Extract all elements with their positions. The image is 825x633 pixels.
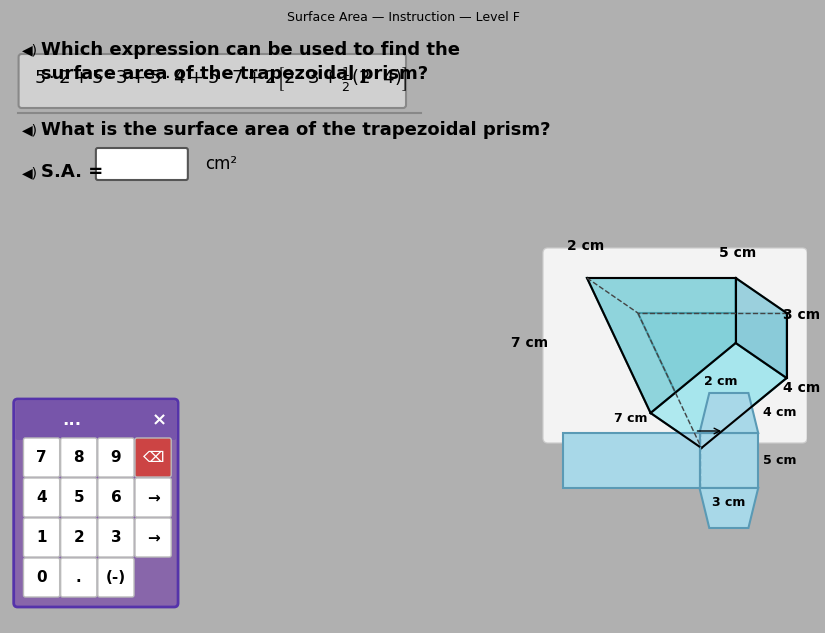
Text: 3 cm: 3 cm [712,496,746,509]
Text: ◀): ◀) [21,43,37,57]
Polygon shape [587,278,736,413]
Polygon shape [638,313,786,448]
Text: →: → [147,490,159,505]
FancyBboxPatch shape [23,478,59,517]
Text: ⌫: ⌫ [142,450,164,465]
FancyBboxPatch shape [700,433,758,488]
Text: 2 cm: 2 cm [568,239,605,253]
FancyBboxPatch shape [563,433,700,488]
FancyBboxPatch shape [23,558,59,597]
Text: .: . [76,570,82,585]
Text: 5 cm: 5 cm [763,454,797,467]
FancyBboxPatch shape [98,438,134,477]
Text: 4 cm: 4 cm [763,406,797,420]
Text: 1: 1 [36,530,47,545]
Text: 2 cm: 2 cm [705,375,738,388]
Text: 7: 7 [36,450,47,465]
Text: 7 cm: 7 cm [511,336,548,350]
FancyBboxPatch shape [19,54,406,108]
Polygon shape [700,488,758,528]
Text: →: → [147,530,159,545]
FancyBboxPatch shape [135,518,172,557]
Text: 9: 9 [111,450,121,465]
Text: cm²: cm² [205,155,238,173]
Text: ...: ... [62,411,81,429]
Text: ×: × [152,411,167,429]
FancyBboxPatch shape [98,518,134,557]
FancyBboxPatch shape [14,399,178,607]
Text: 3: 3 [111,530,121,545]
Text: 4: 4 [36,490,47,505]
FancyBboxPatch shape [98,478,134,517]
Text: 8: 8 [73,450,84,465]
FancyBboxPatch shape [61,438,97,477]
FancyBboxPatch shape [61,478,97,517]
Text: Which expression can be used to find the
surface area of the trapezoidal prism?: Which expression can be used to find the… [41,41,460,82]
FancyBboxPatch shape [23,438,59,477]
Polygon shape [651,343,786,448]
Text: Surface Area — Instruction — Level F: Surface Area — Instruction — Level F [286,11,520,24]
Text: 3 cm: 3 cm [783,308,820,322]
FancyBboxPatch shape [98,558,134,597]
Text: 4 cm: 4 cm [783,381,820,395]
Text: S.A. =: S.A. = [41,163,103,181]
Text: ◀): ◀) [21,166,37,180]
Polygon shape [736,278,786,378]
Text: 5: 5 [73,490,84,505]
FancyBboxPatch shape [543,248,807,443]
FancyBboxPatch shape [135,478,172,517]
FancyBboxPatch shape [135,438,172,477]
Text: What is the surface area of the trapezoidal prism?: What is the surface area of the trapezoi… [41,121,550,139]
Text: 5 cm: 5 cm [719,246,757,260]
Polygon shape [700,393,758,433]
Text: $5 \cdot 2+5 \cdot 3+5 \cdot 4+5 \cdot 7+2\left[2 \cdot 3+\frac{1}{2}(2 \cdot 4): $5 \cdot 2+5 \cdot 3+5 \cdot 4+5 \cdot 7… [35,65,408,93]
Text: (-): (-) [106,570,126,585]
FancyBboxPatch shape [23,518,59,557]
FancyBboxPatch shape [16,401,176,440]
FancyBboxPatch shape [96,148,188,180]
Text: 2: 2 [73,530,84,545]
Text: 6: 6 [111,490,121,505]
Text: 0: 0 [36,570,47,585]
FancyBboxPatch shape [61,558,97,597]
FancyBboxPatch shape [61,518,97,557]
Text: 7 cm: 7 cm [615,412,648,425]
Text: ◀): ◀) [21,123,37,137]
